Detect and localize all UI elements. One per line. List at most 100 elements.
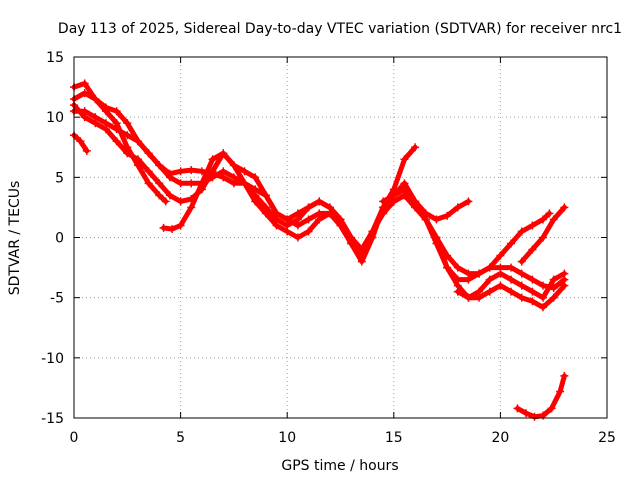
data-point [528, 275, 537, 284]
data-point [219, 149, 228, 158]
data-point [453, 203, 462, 212]
y-tick-label: 15 [46, 50, 64, 66]
data-point [389, 191, 398, 200]
data-point [82, 146, 91, 155]
y-axis-label: SDTVAR / TECUs [7, 181, 23, 296]
data-point [539, 233, 548, 242]
data-point [496, 269, 505, 278]
data-point [400, 191, 409, 200]
data-point [485, 275, 494, 284]
data-point [187, 179, 196, 188]
y-tick-label: 0 [55, 231, 64, 247]
chart-title: Day 113 of 2025, Sidereal Day-to-day VTE… [58, 21, 622, 37]
data-point [159, 223, 168, 232]
data-point [133, 155, 142, 164]
data-point [539, 293, 548, 302]
data-point [475, 269, 484, 278]
y-tick-label: -15 [41, 411, 64, 427]
data-point [528, 221, 537, 230]
data-point [549, 275, 558, 284]
data-point [496, 251, 505, 260]
data-point [464, 293, 473, 302]
series-line-track-j [515, 373, 567, 420]
data-point [155, 179, 164, 188]
data-point [453, 263, 462, 272]
x-tick-label: 10 [278, 430, 296, 446]
data-point [176, 197, 185, 206]
data-point [304, 227, 313, 236]
data-point [261, 191, 270, 200]
data-point [176, 179, 185, 188]
y-tick-label: 5 [55, 170, 64, 186]
data-point [485, 287, 494, 296]
grid-layer [74, 57, 607, 418]
data-point [240, 167, 249, 176]
data-point [187, 166, 196, 175]
data-point [517, 281, 526, 290]
data-point [539, 215, 548, 224]
data-point [530, 412, 539, 421]
data-point [123, 131, 132, 140]
data-point [283, 215, 292, 224]
data-point [176, 221, 185, 230]
data-point [496, 281, 505, 290]
data-point [464, 275, 473, 284]
data-point [400, 179, 409, 188]
data-point [101, 103, 110, 112]
data-point [155, 191, 164, 200]
data-point [507, 287, 516, 296]
data-point [475, 287, 484, 296]
data-point [80, 79, 89, 88]
data-point [165, 191, 174, 200]
data-point [229, 161, 238, 170]
data-point [379, 197, 388, 206]
series-line-track-a [71, 81, 169, 204]
data-point [347, 239, 356, 248]
data-point [293, 233, 302, 242]
data-point [421, 209, 430, 218]
x-tick-label: 5 [176, 430, 185, 446]
data-point [261, 209, 270, 218]
data-point [325, 209, 334, 218]
data-point [517, 269, 526, 278]
data-point [517, 293, 526, 302]
data-point [144, 179, 153, 188]
data-point [411, 143, 420, 152]
data-point [283, 227, 292, 236]
data-point [368, 233, 377, 242]
data-point [400, 155, 409, 164]
data-point [112, 107, 121, 116]
y-tick-label: -10 [41, 351, 64, 367]
x-tick-label: 20 [491, 430, 509, 446]
data-point [80, 113, 89, 122]
data-point [539, 303, 548, 312]
tick-layer: 0 5 10 15 20 25 -15 -10 -5 0 5 10 15 [41, 50, 616, 446]
y-tick-label: 10 [46, 110, 64, 126]
data-point [168, 225, 177, 234]
data-point [443, 263, 452, 272]
data-point [251, 197, 260, 206]
data-point [507, 239, 516, 248]
data-point [547, 404, 556, 413]
data-point [293, 221, 302, 230]
x-axis-label: GPS time / hours [281, 458, 398, 474]
data-point [112, 137, 121, 146]
data-point [556, 387, 565, 396]
data-point [432, 215, 441, 224]
data-point [539, 281, 548, 290]
data-point [187, 203, 196, 212]
data-point [251, 173, 260, 182]
data-point [560, 371, 569, 380]
x-tick-label: 0 [70, 430, 79, 446]
data-point [123, 119, 132, 128]
data-point [464, 197, 473, 206]
data-point [315, 197, 324, 206]
data-point [528, 297, 537, 306]
data-point [304, 203, 313, 212]
data-point [485, 263, 494, 272]
data-point [357, 257, 366, 266]
data-point [517, 227, 526, 236]
plot-frame [73, 56, 608, 419]
data-point [144, 149, 153, 158]
